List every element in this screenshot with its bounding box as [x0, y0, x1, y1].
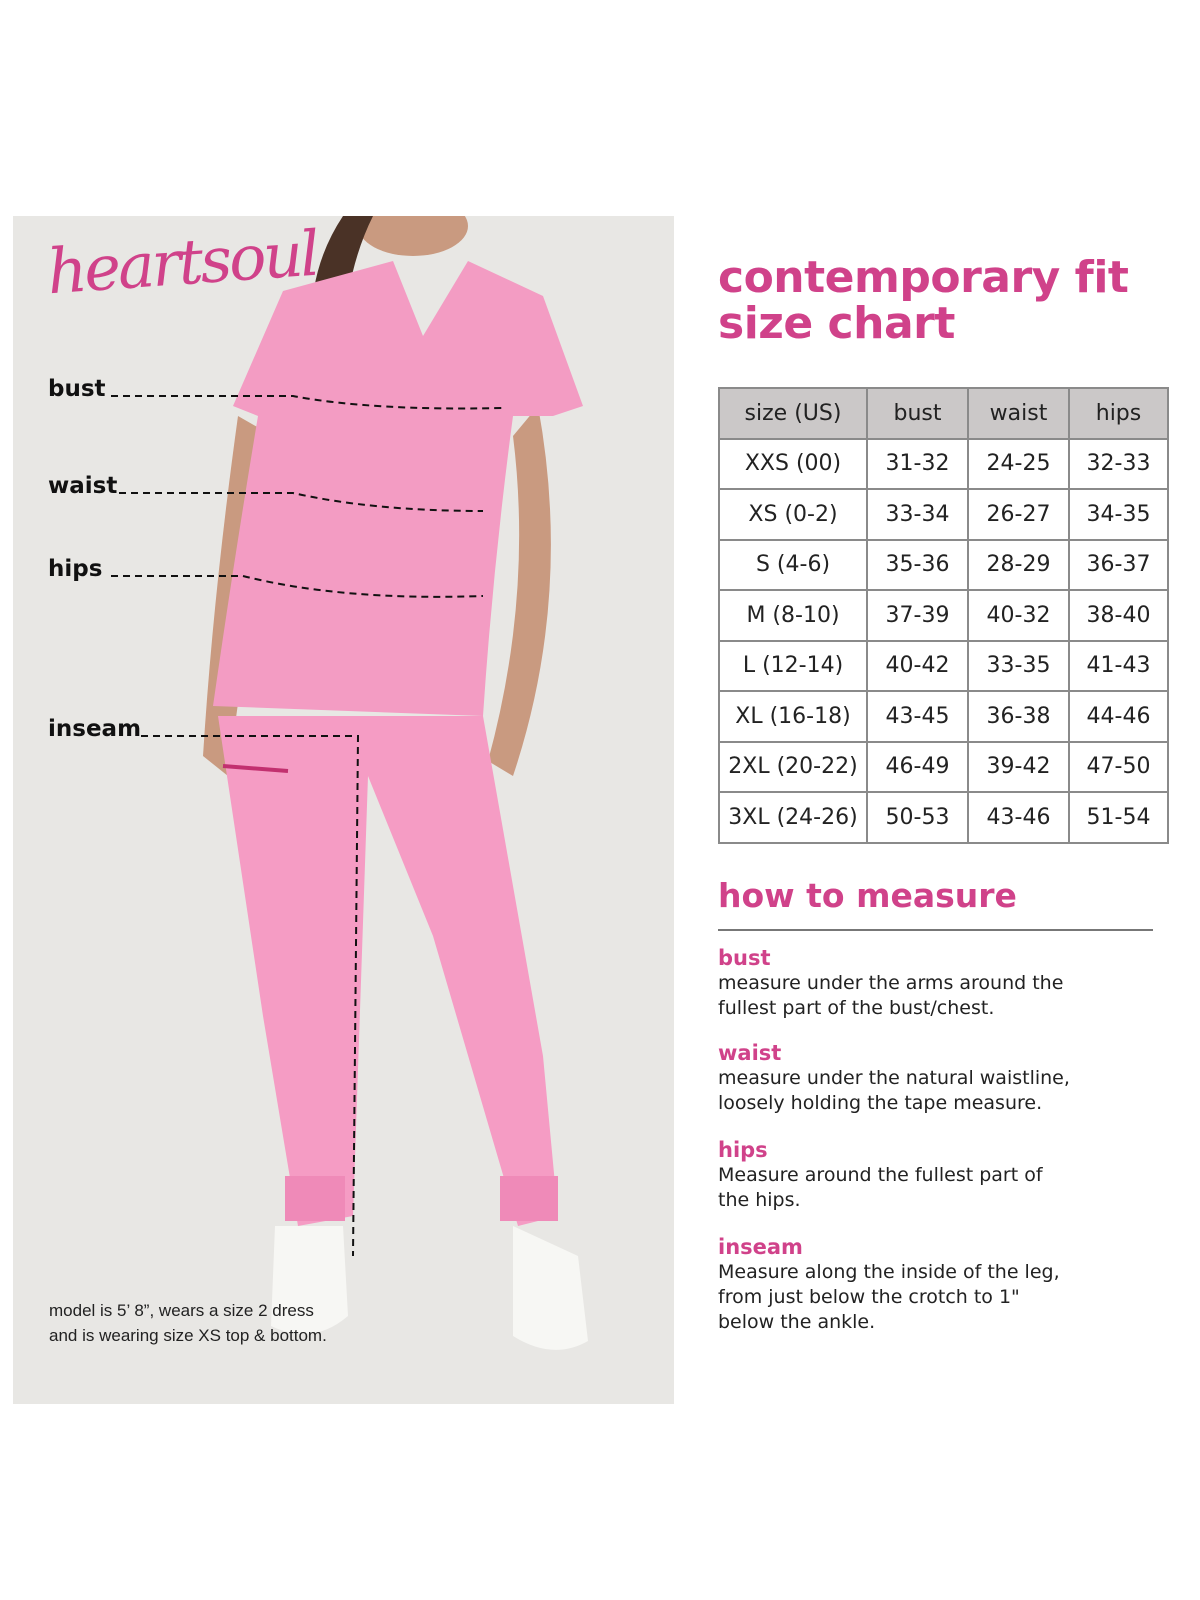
section-text: below the ankle.	[718, 1311, 876, 1333]
table-row: 3XL (24-26) 50-53 43-46 51-54	[718, 791, 1169, 844]
size-cell: M (8-10)	[718, 589, 868, 642]
size-cell: XL (16-18)	[718, 690, 868, 743]
table-row: M (8-10) 37-39 40-32 38-40	[718, 589, 1169, 642]
measurement-cell: 24-25	[967, 437, 1070, 490]
section-text: measure under the arms around the	[718, 972, 1064, 994]
model-illustration	[111, 216, 588, 1350]
measurement-cell: 43-46	[967, 791, 1070, 844]
size-cell: S (4-6)	[718, 538, 868, 591]
measurement-cell: 51-54	[1068, 791, 1169, 844]
measurement-cell: 39-42	[967, 740, 1070, 793]
table-row: L (12-14) 40-42 33-35 41-43	[718, 639, 1169, 692]
section-text: Measure around the fullest part of	[718, 1164, 1043, 1186]
table-row: 2XL (20-22) 46-49 39-42 47-50	[718, 740, 1169, 793]
section-title: hips	[718, 1138, 768, 1162]
model-note-line: and is wearing size XS top & bottom.	[49, 1326, 327, 1345]
section-text: Measure along the inside of the leg,	[718, 1261, 1060, 1283]
label-waist: waist	[48, 473, 118, 499]
column-header: size (US)	[718, 387, 868, 440]
measurement-cell: 35-36	[866, 538, 969, 591]
column-header: waist	[967, 387, 1070, 440]
section-text: from just below the crotch to 1"	[718, 1286, 1020, 1308]
label-bust: bust	[48, 376, 106, 402]
measure-section-hips: hips Measure around the fullest part of …	[718, 1137, 1158, 1213]
table-row: XL (16-18) 43-45 36-38 44-46	[718, 690, 1169, 743]
measurement-cell: 31-32	[866, 437, 969, 490]
measurement-cell: 38-40	[1068, 589, 1169, 642]
measurement-cell: 36-37	[1068, 538, 1169, 591]
size-cell: XXS (00)	[718, 437, 868, 490]
column-header: bust	[866, 387, 969, 440]
how-to-measure-heading: how to measure	[718, 876, 1017, 915]
measurement-cell: 43-45	[866, 690, 969, 743]
model-note: model is 5’ 8”, wears a size 2 dress and…	[49, 1298, 327, 1348]
measurement-cell: 37-39	[866, 589, 969, 642]
size-chart-table: size (US) bust waist hips XXS (00) 31-32 2…	[718, 387, 1169, 844]
measure-section-inseam: inseam Measure along the inside of the l…	[718, 1234, 1158, 1335]
measurement-cell: 40-32	[967, 589, 1070, 642]
section-text: fullest part of the bust/chest.	[718, 997, 995, 1019]
table-row: XXS (00) 31-32 24-25 32-33	[718, 437, 1169, 490]
measurement-cell: 33-34	[866, 488, 969, 541]
measurement-cell: 46-49	[866, 740, 969, 793]
size-cell: L (12-14)	[718, 639, 868, 692]
title-line: contemporary fit	[718, 252, 1129, 303]
table-row: S (4-6) 35-36 28-29 36-37	[718, 538, 1169, 591]
section-title: bust	[718, 946, 771, 970]
measurement-cell: 33-35	[967, 639, 1070, 692]
model-note-line: model is 5’ 8”, wears a size 2 dress	[49, 1301, 314, 1320]
size-cell: 3XL (24-26)	[718, 791, 868, 844]
measurement-cell: 36-38	[967, 690, 1070, 743]
size-cell: 2XL (20-22)	[718, 740, 868, 793]
size-cell: XS (0-2)	[718, 488, 868, 541]
column-header: hips	[1068, 387, 1169, 440]
measure-section-bust: bust measure under the arms around the f…	[718, 945, 1158, 1021]
label-inseam: inseam	[48, 716, 142, 742]
measure-section-waist: waist measure under the natural waistlin…	[718, 1040, 1158, 1116]
measurement-cell: 44-46	[1068, 690, 1169, 743]
measurement-cell: 28-29	[967, 538, 1070, 591]
measurement-cell: 47-50	[1068, 740, 1169, 793]
section-text: measure under the natural waistline,	[718, 1067, 1070, 1089]
model-photo: heartsoul bust waist hips inseam model i…	[13, 216, 674, 1404]
measurement-cell: 32-33	[1068, 437, 1169, 490]
section-text: loosely holding the tape measure.	[718, 1092, 1043, 1114]
table-header-row: size (US) bust waist hips	[718, 387, 1169, 440]
page-title: contemporary fit size chart	[718, 252, 1129, 349]
measurement-cell: 50-53	[866, 791, 969, 844]
measurement-cell: 34-35	[1068, 488, 1169, 541]
section-text: the hips.	[718, 1189, 801, 1211]
section-title: waist	[718, 1041, 782, 1065]
section-title: inseam	[718, 1235, 803, 1259]
measurement-cell: 26-27	[967, 488, 1070, 541]
divider	[718, 929, 1153, 931]
label-hips: hips	[48, 556, 103, 582]
table-row: XS (0-2) 33-34 26-27 34-35	[718, 488, 1169, 541]
measurement-cell: 41-43	[1068, 639, 1169, 692]
measurement-cell: 40-42	[866, 639, 969, 692]
title-line: size chart	[718, 298, 955, 349]
